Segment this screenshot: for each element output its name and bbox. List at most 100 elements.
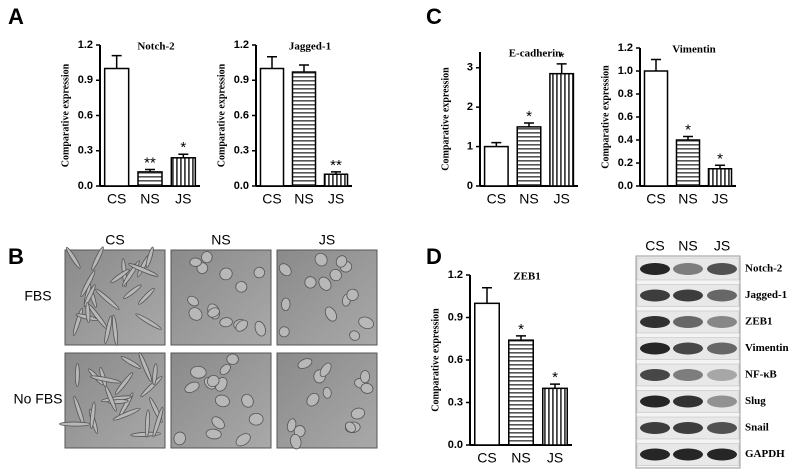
error-bar: [482, 287, 492, 304]
cell: [189, 257, 202, 267]
cell: [184, 381, 200, 393]
cell: [80, 270, 96, 298]
cell: [226, 353, 239, 365]
column-header: NS: [211, 232, 230, 248]
bar: [643, 70, 669, 187]
cell: [306, 392, 320, 407]
panel-label: A: [8, 4, 24, 29]
blot-band: [707, 422, 737, 434]
cell: [59, 421, 91, 427]
y-axis-label: Comparative expression: [216, 63, 227, 167]
cell: [112, 314, 119, 346]
bar: [323, 173, 349, 187]
cell: [140, 375, 163, 398]
column-header: CS: [105, 232, 124, 248]
y-tick-label: 0.6: [234, 109, 249, 121]
y-tick-label: 0.9: [234, 74, 249, 86]
cell: [104, 385, 117, 412]
x-tick-label: NS: [519, 191, 538, 207]
cell: [253, 266, 266, 279]
cell: [281, 297, 291, 312]
chart-title: E-cadherin: [509, 48, 562, 60]
cell: [360, 382, 374, 394]
cell: [290, 433, 302, 450]
significance: **: [330, 157, 342, 174]
y-tick-label: 0.4: [618, 134, 634, 146]
cell: [123, 284, 142, 300]
blot-label: Notch-2: [745, 263, 783, 275]
error-bar: [111, 54, 122, 69]
cell: [319, 362, 332, 378]
blot-band: [707, 289, 737, 302]
cell: [360, 370, 371, 384]
lane-label: JS: [714, 238, 730, 254]
lane-label: CS: [645, 238, 664, 254]
error-bar: [491, 141, 502, 147]
blot-label: Slug: [745, 395, 766, 407]
cell: [350, 407, 366, 420]
blot-band: [640, 448, 670, 461]
x-tick-label: NS: [294, 191, 313, 207]
blot-label: Vimentin: [745, 342, 789, 354]
y-tick-label: 1.2: [618, 42, 633, 54]
bar: [259, 67, 285, 187]
blot-band: [640, 289, 670, 302]
cell: [112, 407, 141, 421]
cell: [235, 319, 248, 332]
cell: [241, 393, 254, 408]
x-tick-label: CS: [477, 450, 496, 466]
cell: [346, 288, 359, 301]
cell: [318, 276, 332, 291]
cell: [278, 326, 290, 338]
cell: [219, 363, 231, 376]
error-bar: [556, 63, 567, 74]
cell: [85, 302, 91, 323]
chart-title: Jagged-1: [289, 41, 331, 53]
y-tick-label: 1.2: [78, 39, 93, 51]
cell: [120, 356, 142, 369]
cell: [74, 363, 80, 387]
bar: [483, 145, 509, 187]
cell: [190, 365, 207, 379]
blot-band: [640, 395, 670, 408]
cell: [138, 352, 153, 383]
x-tick-label: NS: [511, 450, 530, 466]
cell: [138, 287, 155, 305]
cell: [297, 358, 313, 369]
bar: [103, 67, 130, 187]
cell: [304, 276, 317, 289]
cell: [329, 268, 342, 282]
cell: [152, 363, 158, 386]
y-tick-label: 1.2: [234, 39, 249, 51]
y-tick-label: 0.0: [618, 180, 633, 192]
cell: [95, 288, 120, 311]
y-axis-label: Comparative expression: [430, 308, 441, 412]
error-bar: [715, 164, 725, 169]
cell: [219, 317, 233, 328]
significance: *: [518, 321, 524, 338]
panel-label: C: [426, 4, 442, 29]
error-bar: [178, 153, 189, 158]
y-tick-label: 1.0: [618, 65, 633, 77]
cell: [173, 431, 186, 446]
cell: [152, 406, 164, 438]
blot-band: [673, 316, 703, 328]
blot-label: NF-κB: [745, 369, 777, 381]
y-tick-label: 0.6: [448, 354, 463, 366]
y-tick-label: 0.0: [78, 180, 93, 192]
cell: [89, 401, 96, 429]
cell: [211, 416, 225, 430]
blot-band: [640, 369, 670, 381]
bar: [549, 72, 575, 187]
error-bar: [145, 168, 155, 172]
row-label: FBS: [24, 288, 51, 304]
cell: [344, 421, 356, 433]
cell: [349, 330, 360, 341]
x-tick-label: JS: [553, 191, 569, 207]
y-tick-label: 0.0: [448, 439, 463, 451]
chart-title: Notch-2: [137, 41, 175, 53]
micrograph: [276, 249, 378, 346]
bar: [675, 139, 701, 187]
y-axis-label: Comparative expression: [60, 63, 71, 167]
chart-title: Vimentin: [672, 44, 716, 56]
